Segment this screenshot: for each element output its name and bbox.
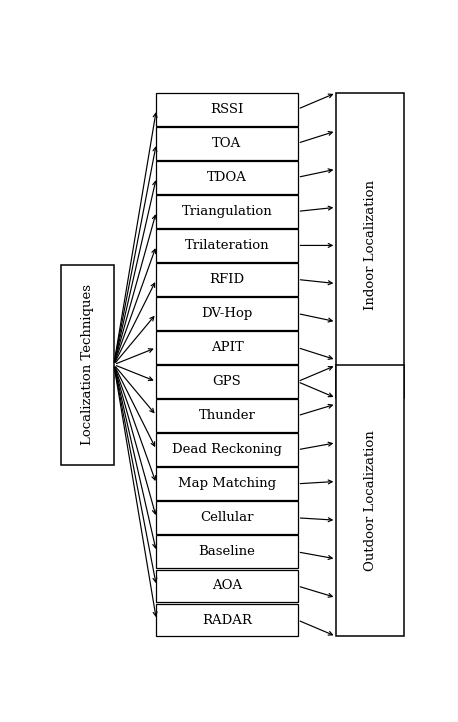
Bar bbox=[157, 467, 298, 500]
Bar bbox=[336, 93, 404, 398]
Text: Trilateration: Trilateration bbox=[185, 239, 269, 252]
Bar bbox=[157, 433, 298, 466]
Bar bbox=[157, 399, 298, 432]
Bar bbox=[157, 93, 298, 126]
Text: Thunder: Thunder bbox=[198, 409, 256, 422]
Bar bbox=[157, 536, 298, 568]
Text: DV-Hop: DV-Hop bbox=[202, 307, 253, 320]
Bar bbox=[336, 365, 404, 636]
Text: AOA: AOA bbox=[212, 580, 242, 593]
Text: RSSI: RSSI bbox=[210, 103, 244, 116]
Text: TOA: TOA bbox=[213, 136, 242, 149]
Bar bbox=[157, 263, 298, 296]
Bar bbox=[157, 570, 298, 602]
Text: Dead Reckoning: Dead Reckoning bbox=[172, 443, 282, 456]
Text: RFID: RFID bbox=[209, 273, 245, 286]
Text: Localization Techniques: Localization Techniques bbox=[81, 284, 94, 445]
Bar bbox=[157, 365, 298, 398]
Bar bbox=[157, 229, 298, 262]
Text: Cellular: Cellular bbox=[200, 511, 254, 524]
Bar bbox=[157, 604, 298, 636]
Text: Indoor Localization: Indoor Localization bbox=[364, 180, 377, 310]
Text: APIT: APIT bbox=[211, 341, 243, 354]
Bar bbox=[157, 161, 298, 193]
Bar bbox=[157, 297, 298, 330]
Text: Outdoor Localization: Outdoor Localization bbox=[364, 430, 377, 571]
Bar bbox=[157, 195, 298, 227]
Text: TDOA: TDOA bbox=[207, 171, 247, 184]
Bar bbox=[61, 264, 114, 465]
Text: Triangulation: Triangulation bbox=[182, 205, 273, 218]
Text: Baseline: Baseline bbox=[198, 545, 256, 558]
Bar bbox=[157, 502, 298, 534]
Bar bbox=[157, 331, 298, 364]
Text: RADAR: RADAR bbox=[202, 614, 252, 627]
Bar bbox=[157, 127, 298, 160]
Text: GPS: GPS bbox=[213, 375, 241, 388]
Text: Map Matching: Map Matching bbox=[178, 477, 276, 490]
